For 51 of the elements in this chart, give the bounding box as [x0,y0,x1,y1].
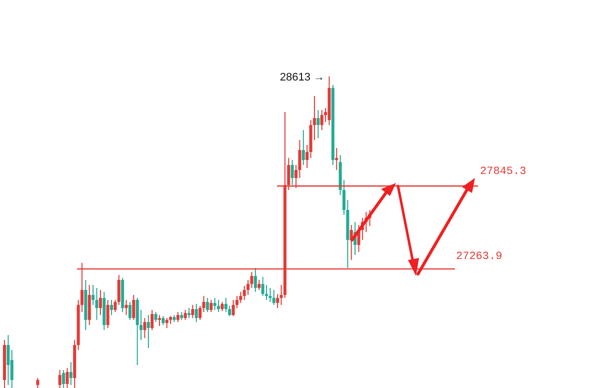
candlestick [320,110,324,131]
candlestick [232,299,235,317]
candlestick [36,378,40,388]
candlestick [66,368,69,388]
candlestick [202,295,206,313]
candlestick [254,267,257,292]
candlestick [114,299,117,313]
ref-line-label: 27263.9 [456,250,502,263]
candlestick [154,312,158,323]
candlestick [58,370,62,388]
candlestick [143,318,146,339]
candlestick [210,299,213,313]
candlestick [261,276,264,296]
candlestick [335,148,338,171]
candlestick [6,334,10,386]
candlestick [92,284,95,306]
candlestick [272,289,276,306]
candlestick [316,110,320,139]
candlestick [146,314,150,349]
candlestick [117,274,120,306]
candlestick [69,362,72,386]
candlestick [158,314,161,327]
candlestick [198,305,202,320]
candlestick [302,130,305,166]
candlestick [176,312,180,323]
candlestick [150,309,154,331]
candlestick [268,287,272,302]
candlestick [258,279,261,290]
candlestick [213,297,216,310]
annotation: 28613 → [280,71,325,84]
candlestick [132,294,136,320]
candlestick [98,289,102,316]
ref-line-label: 27845.3 [480,166,526,178]
candlestick [220,301,224,312]
candlestick [188,308,190,319]
candlestick [224,297,228,313]
candlestick [184,309,187,320]
candlestick [128,301,132,320]
candlestick [124,299,128,316]
candlestick [206,297,209,313]
candlestick [194,303,198,323]
candlestick [106,299,110,329]
candlestick [95,287,98,320]
candlestick [165,318,168,329]
candlestick [276,293,280,309]
candlestick [290,160,294,186]
candlestick [306,144,309,169]
candlestick [62,370,66,388]
candlestick [110,299,114,316]
candlestick [191,304,194,319]
candlestick [217,299,220,313]
